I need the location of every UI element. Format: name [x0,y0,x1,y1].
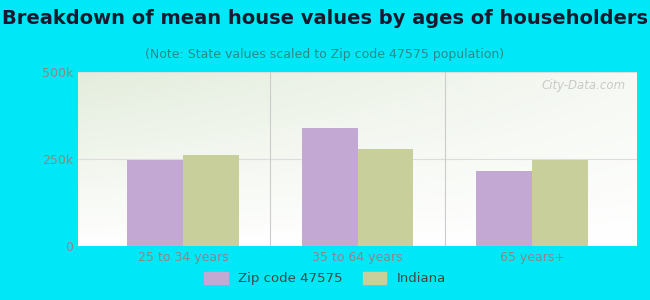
Text: Breakdown of mean house values by ages of householders: Breakdown of mean house values by ages o… [2,9,648,28]
Bar [476,171,532,246]
Legend: Zip code 47575, Indiana: Zip code 47575, Indiana [199,266,451,290]
Bar [532,160,588,246]
Bar [302,128,358,246]
Bar [127,160,183,246]
Bar [183,155,239,246]
Bar [358,149,413,246]
Text: (Note: State values scaled to Zip code 47575 population): (Note: State values scaled to Zip code 4… [146,48,504,61]
Text: City-Data.com: City-Data.com [541,79,626,92]
